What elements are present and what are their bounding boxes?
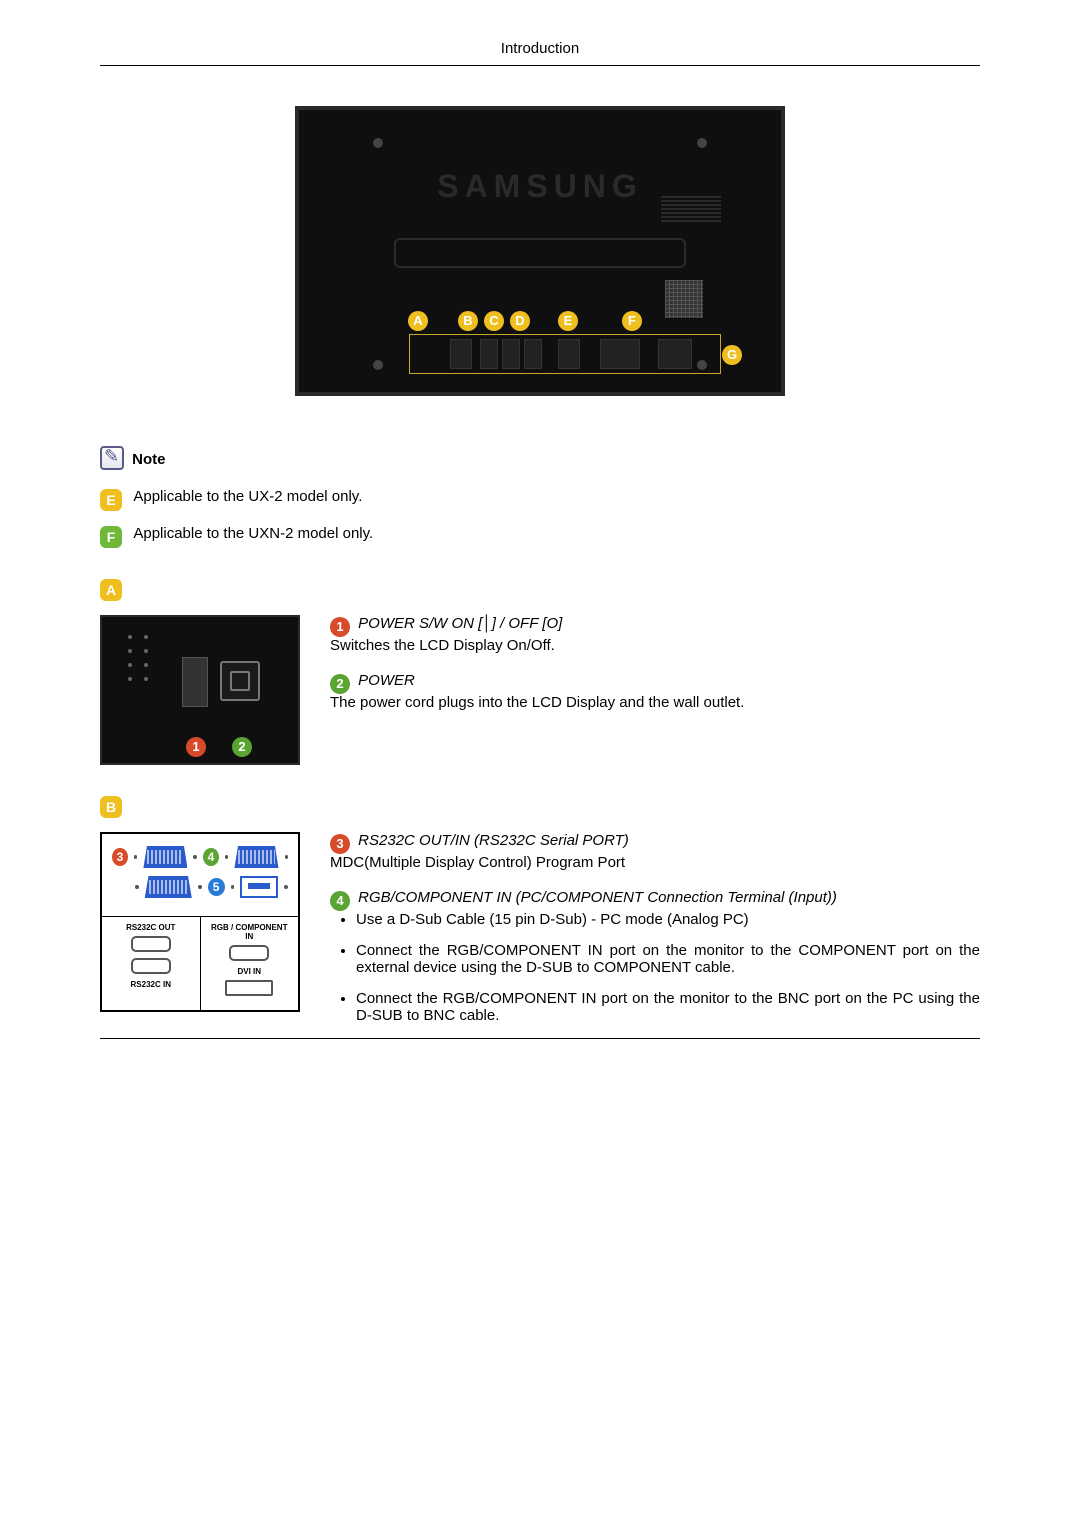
hero-badge-E: E	[558, 311, 578, 331]
item-4-bullets: Use a D-Sub Cable (15 pin D-Sub) - PC mo…	[330, 911, 980, 1024]
circ-2: 2	[330, 674, 350, 694]
note-row-F: F Applicable to the UXN-2 model only.	[100, 525, 980, 548]
section-badge-B: B	[100, 796, 122, 818]
item-1: 1 POWER S/W ON [│] / OFF [O]	[330, 615, 980, 637]
circ-4: 4	[330, 891, 350, 911]
badge-F: F	[100, 526, 122, 548]
footer-rule	[100, 1038, 980, 1039]
circ-3: 3	[330, 834, 350, 854]
note-row-E: E Applicable to the UX-2 model only.	[100, 488, 980, 511]
label-rs-out: RS232C OUT	[108, 923, 194, 932]
section-A: A 1 2 1 POWER S/W ON [│] / OFF [	[100, 578, 980, 765]
diagB-n3: 3	[112, 848, 128, 866]
item-4: 4 RGB/COMPONENT IN (PC/COMPONENT Connect…	[330, 889, 980, 911]
note-icon	[100, 446, 124, 470]
label-rs-in: RS232C IN	[108, 980, 194, 989]
hero-badge-B: B	[458, 311, 478, 331]
page-title: Introduction	[100, 40, 980, 65]
diagB-n5: 5	[208, 878, 225, 896]
item-3-body: MDC(Multiple Display Control) Program Po…	[330, 854, 980, 871]
panel-B-image: 3 4 5 RS2	[100, 832, 300, 1012]
label-dvi-in: DVI IN	[207, 967, 293, 976]
note-heading: Note	[100, 446, 980, 470]
circ-1: 1	[330, 617, 350, 637]
label-rgb-in: RGB / COMPONENT IN	[207, 923, 293, 941]
panel-A-num2: 2	[232, 737, 252, 757]
diagB-n4: 4	[203, 848, 219, 866]
panel-A-image: 1 2	[100, 615, 300, 765]
hero-illustration: SAMSUNG A B C D E F G	[100, 106, 980, 396]
badge-E: E	[100, 489, 122, 511]
item-2-body: The power cord plugs into the LCD Displa…	[330, 694, 980, 711]
hero-badge-D: D	[510, 311, 530, 331]
panel-A-num1: 1	[186, 737, 206, 757]
hero-badge-G: G	[722, 345, 742, 365]
item-2: 2 POWER	[330, 672, 980, 694]
brand-text: SAMSUNG	[437, 168, 643, 205]
header-rule	[100, 65, 980, 66]
item-3: 3 RS232C OUT/IN (RS232C Serial PORT)	[330, 832, 980, 854]
hero-badge-C: C	[484, 311, 504, 331]
section-B: B 3 4 5	[100, 795, 980, 1038]
hero-badge-A: A	[408, 311, 428, 331]
hero-badge-F: F	[622, 311, 642, 331]
item-1-body: Switches the LCD Display On/Off.	[330, 637, 980, 654]
section-badge-A: A	[100, 579, 122, 601]
